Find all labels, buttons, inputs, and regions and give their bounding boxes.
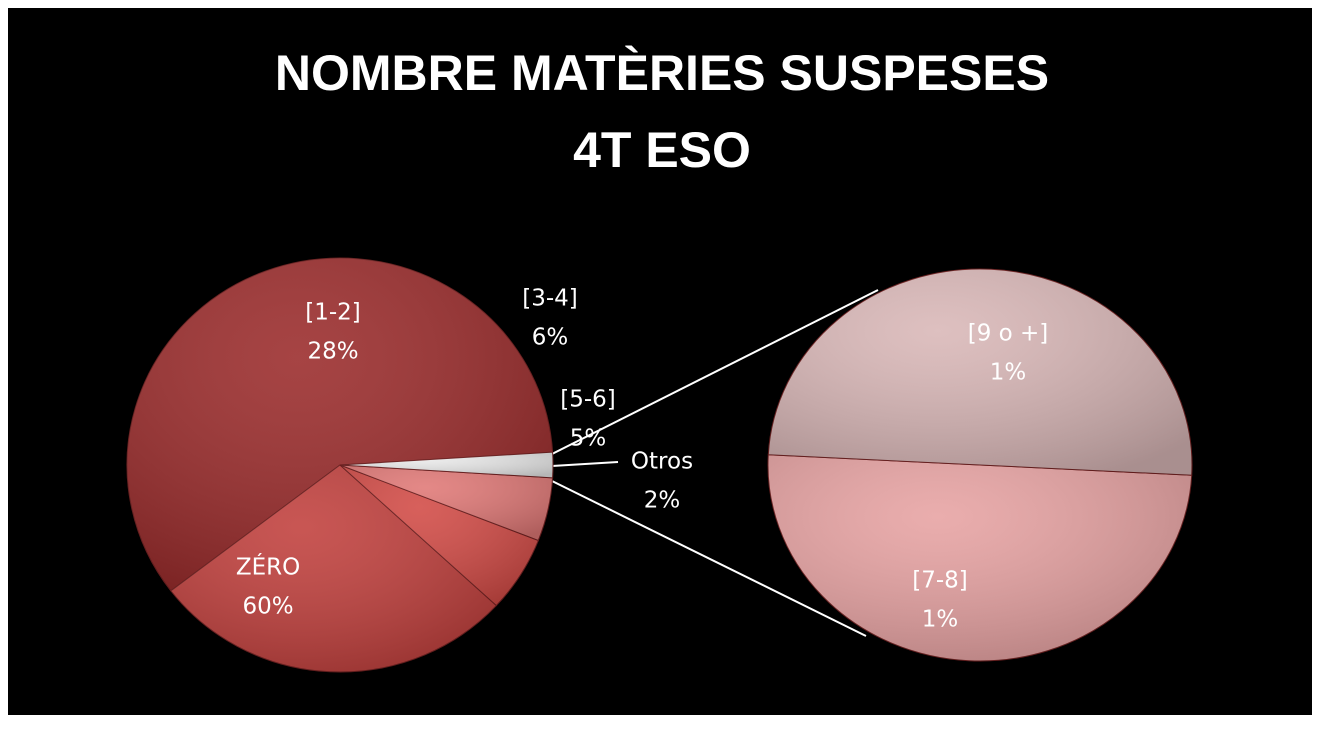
slice-shade [170,465,497,673]
slice-shade [340,465,539,606]
value-label: 5% [570,426,607,452]
connector-line [549,289,879,456]
value-label: 1% [990,360,1027,386]
category-label: Otros [631,449,693,475]
category-label: [7-8] [912,568,968,594]
chart-title: NOMBRE MATÈRIES SUSPESES [275,45,1049,101]
chart-title: 4T ESO [573,122,751,178]
slice-shade [768,454,1192,661]
value-label: 2% [644,488,681,514]
category-label: [3-4] [522,286,578,312]
slice-shade [340,452,553,478]
value-label: 1% [922,607,959,633]
category-label: [5-6] [560,387,616,413]
slice-shade [340,465,553,541]
leader-line [551,461,619,467]
category-label: [1-2] [305,300,361,326]
value-label: 6% [532,325,569,351]
category-label: ZÉRO [236,553,300,581]
value-label: 28% [307,339,358,365]
category-label: [9 o +] [968,321,1049,347]
slice-shade [768,268,1192,476]
value-label: 60% [242,594,293,620]
connector-line [549,479,867,637]
slice-shade [126,257,553,591]
